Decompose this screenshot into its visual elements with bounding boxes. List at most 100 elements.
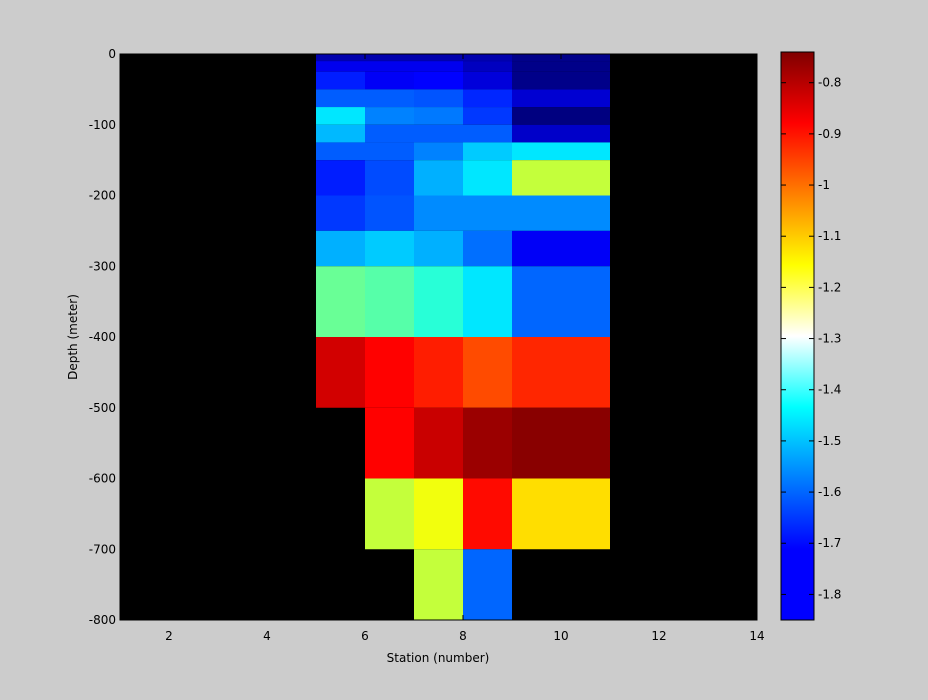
- colorbar-ticks: -0.8 -0.9 -1 -1.1 -1.2 -1.3 -1.4 -1.5 -1.6 -1.7 -1…: [781, 76, 841, 601]
- heatmap-cells: [316, 54, 610, 620]
- y-tick-label: -300: [89, 259, 116, 273]
- y-tick-label: 0: [108, 47, 116, 61]
- y-tick-label: -700: [89, 542, 116, 556]
- heatmap-cell: [316, 54, 365, 62]
- heatmap-cell: [463, 89, 512, 108]
- heatmap-cell: [414, 124, 463, 143]
- heatmap-cell: [316, 107, 365, 125]
- heatmap-cell: [414, 230, 463, 267]
- y-tick-label: -600: [89, 472, 116, 486]
- heatmap-cell: [463, 71, 512, 90]
- y-tick-label: -200: [89, 189, 116, 203]
- heatmap-cell: [316, 61, 365, 72]
- heatmap-cell: [365, 71, 414, 90]
- heatmap-cell: [414, 107, 463, 125]
- x-tick-label: 2: [165, 629, 173, 643]
- x-tick-label: 8: [459, 629, 467, 643]
- heatmap-cell: [414, 549, 463, 620]
- heatmap-cell: [414, 142, 463, 161]
- colorbar-tick-label: -1.8: [818, 587, 841, 601]
- heatmap-cell: [512, 195, 610, 231]
- x-axis-label: Station (number): [387, 651, 490, 665]
- x-tick-label: 10: [553, 629, 568, 643]
- heatmap-cell: [365, 195, 414, 231]
- colorbar-tick-label: -1.3: [818, 332, 841, 346]
- heatmap-cell: [365, 266, 414, 337]
- heatmap-cell: [365, 54, 414, 62]
- heatmap-cell: [316, 337, 365, 408]
- heatmap-cell: [463, 160, 512, 196]
- heatmap-cell: [414, 266, 463, 337]
- heatmap-cell: [414, 478, 463, 550]
- x-tick-label: 6: [361, 629, 369, 643]
- heatmap-cell: [463, 61, 512, 72]
- heatmap-cell: [316, 142, 365, 161]
- y-axis-label: Depth (meter): [66, 294, 80, 380]
- heatmap-cell: [414, 195, 463, 231]
- y-tick-label: -400: [89, 330, 116, 344]
- heatmap-cell: [463, 142, 512, 161]
- heatmap-cell: [512, 107, 610, 125]
- y-tick-label: -500: [89, 401, 116, 415]
- y-axis-ticks: 0 -100 -200 -300 -400 -500 -600 -700 -800: [89, 47, 757, 627]
- heatmap-cell: [365, 407, 414, 479]
- colorbar-tick-label: -1.5: [818, 434, 841, 448]
- heatmap-cell: [414, 54, 463, 62]
- heatmap-cell: [463, 549, 512, 620]
- heatmap-cell: [463, 266, 512, 337]
- heatmap-cell: [512, 124, 610, 143]
- heatmap-cell: [512, 89, 610, 108]
- x-tick-label: 14: [749, 629, 764, 643]
- heatmap-cell: [512, 407, 610, 479]
- x-tick-label: 4: [263, 629, 271, 643]
- heatmap-cell: [365, 61, 414, 72]
- heatmap-cell: [463, 195, 512, 231]
- heatmap-cell: [365, 230, 414, 267]
- heatmap-cell: [463, 337, 512, 408]
- heatmap-cell: [463, 54, 512, 62]
- heatmap-cell: [365, 478, 414, 550]
- colorbar-tick-label: -0.8: [818, 76, 841, 90]
- colorbar-tick-label: -1.6: [818, 485, 841, 499]
- colorbar-tick-label: -1.4: [818, 383, 841, 397]
- heatmap-cell: [512, 71, 610, 90]
- heatmap-cell: [463, 407, 512, 479]
- heatmap-cell: [414, 407, 463, 479]
- heatmap-cell: [414, 61, 463, 72]
- colorbar-tick-label: -1.1: [818, 229, 841, 243]
- y-tick-label: -800: [89, 613, 116, 627]
- heatmap-cell: [512, 266, 610, 337]
- heatmap-cell: [316, 266, 365, 337]
- heatmap-cell: [316, 71, 365, 90]
- heatmap-cell: [414, 71, 463, 90]
- colorbar: [780, 51, 815, 621]
- heatmap-cell: [365, 107, 414, 125]
- heatmap-cell: [414, 160, 463, 196]
- heatmap-cell: [365, 124, 414, 143]
- heatmap-cell: [512, 478, 610, 550]
- heatmap-cell: [414, 89, 463, 108]
- colorbar-tick-label: -1.2: [818, 280, 841, 294]
- heatmap-cell: [414, 337, 463, 408]
- heatmap-cell: [316, 89, 365, 108]
- heatmap-cell: [316, 230, 365, 267]
- heatmap-cell: [316, 160, 365, 196]
- colorbar-tick-label: -1: [818, 178, 830, 192]
- heatmap-cell: [512, 230, 610, 267]
- heatmap-cell: [463, 107, 512, 125]
- x-tick-label: 12: [651, 629, 666, 643]
- heatmap-cell: [512, 61, 610, 72]
- heatmap-cell: [463, 478, 512, 550]
- heatmap-cell: [463, 124, 512, 143]
- heatmap-cell: [365, 142, 414, 161]
- colorbar-tick-label: -1.7: [818, 536, 841, 550]
- heatmap-cell: [365, 89, 414, 108]
- heatmap-cell: [463, 230, 512, 267]
- heatmap-cell: [512, 160, 610, 196]
- heatmap-cell: [316, 195, 365, 231]
- heatmap-cell: [316, 124, 365, 143]
- y-tick-label: -100: [89, 118, 116, 132]
- heatmap-cell: [365, 160, 414, 196]
- heatmap-cell: [365, 337, 414, 408]
